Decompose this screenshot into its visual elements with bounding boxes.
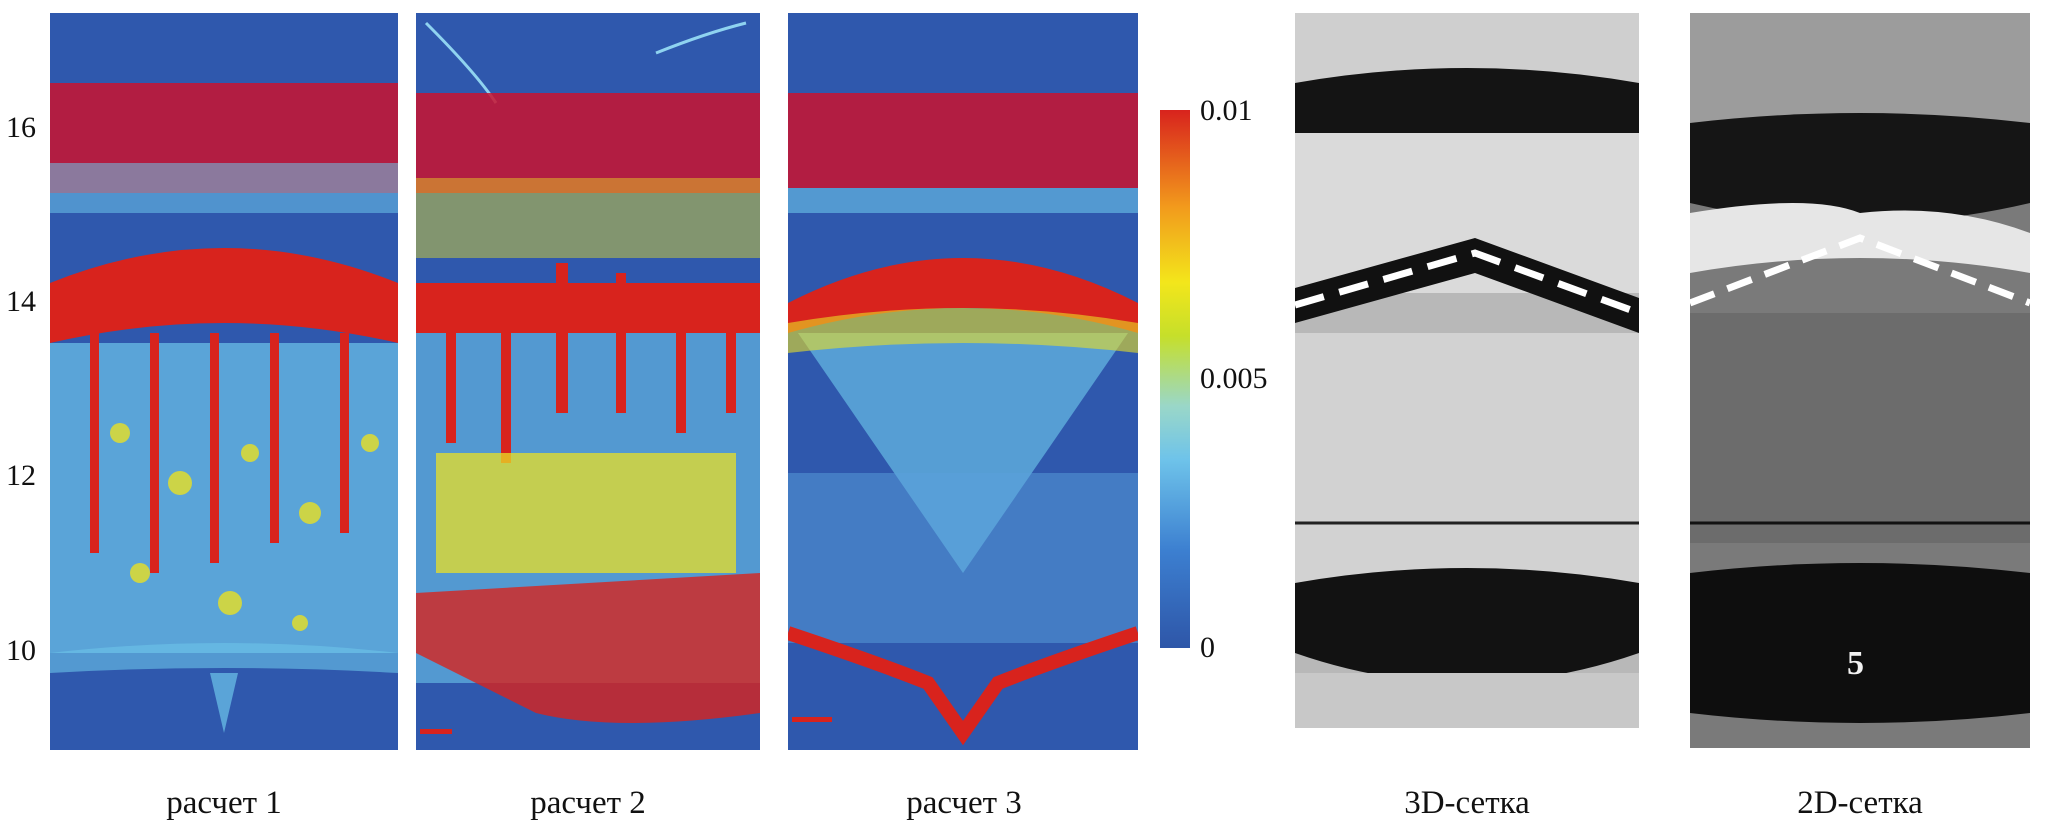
caption-simulation-2: расчет 2: [530, 785, 646, 821]
caption-simulation-1: расчет 1: [166, 785, 282, 821]
colorbar-max-label: 0.01: [1200, 94, 1253, 127]
y-tick-16: 16: [6, 111, 36, 144]
simulation-panel-2: [416, 13, 760, 750]
y-tick-10: 10: [6, 634, 36, 667]
caption-simulation-3: расчет 3: [906, 785, 1022, 821]
caption-3d-grid: 3D-сетка: [1404, 785, 1530, 821]
colorbar: [1160, 110, 1190, 648]
photo-marker-label: 5: [1847, 645, 1864, 682]
y-tick-14: 14: [6, 285, 36, 318]
simulation-panel-3: [788, 13, 1138, 750]
y-tick-12: 12: [6, 459, 36, 492]
photo-2d-grid: 5: [1690, 13, 2030, 748]
colorbar-mid-label: 0.005: [1200, 362, 1268, 395]
photo-3d-grid: [1295, 13, 1639, 728]
colorbar-min-label: 0: [1200, 631, 1215, 664]
caption-2d-grid: 2D-сетка: [1797, 785, 1923, 821]
simulation-panel-1: [50, 13, 398, 750]
